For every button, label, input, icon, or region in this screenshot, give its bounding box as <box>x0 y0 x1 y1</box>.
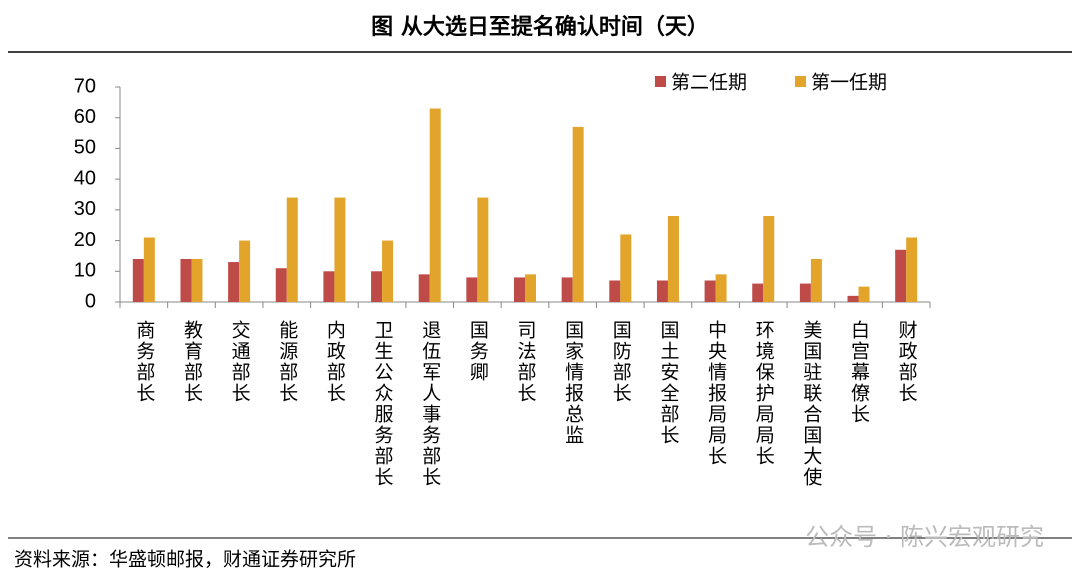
bar <box>847 295 859 302</box>
x-tick-label: 国土安全部长 <box>657 320 679 446</box>
bar <box>561 277 573 302</box>
y-tick-label: 0 <box>85 290 96 312</box>
y-tick-label: 40 <box>74 167 96 189</box>
bar <box>191 259 203 302</box>
bar <box>477 197 489 302</box>
bar <box>609 280 621 302</box>
bar <box>143 237 155 302</box>
x-tick-label: 国防部长 <box>610 320 632 404</box>
bar <box>572 126 584 302</box>
bar <box>858 286 870 302</box>
source: 资料来源：华盛顿邮报，财通证券研究所 <box>14 549 356 571</box>
bar <box>620 234 632 302</box>
x-tick-label: 退伍军人事务部长 <box>419 320 441 488</box>
x-tick-label: 能源部长 <box>276 320 298 404</box>
x-tick-label: 白宫幕僚长 <box>848 320 870 425</box>
bar <box>752 283 764 302</box>
x-tick-label: 内政部长 <box>324 320 346 404</box>
x-tick-label: 商务部长 <box>133 320 155 404</box>
legend-label: 第一任期 <box>811 72 887 94</box>
x-tick-label: 教育部长 <box>181 320 203 404</box>
legend-swatch <box>795 76 806 87</box>
bar <box>180 259 192 302</box>
y-tick-label: 50 <box>74 137 96 159</box>
bar <box>810 259 822 302</box>
x-tick-label: 中央情报局局长 <box>705 320 727 467</box>
bar <box>763 216 775 302</box>
x-tick-label: 环境保护局局长 <box>753 320 775 467</box>
x-tick-label: 卫生公众服务部长 <box>372 320 394 488</box>
bar <box>525 274 536 302</box>
y-tick-label: 30 <box>74 198 96 220</box>
bar <box>799 283 811 302</box>
bar <box>371 271 383 302</box>
x-tick-label: 司法部长 <box>515 320 537 404</box>
bar <box>334 197 346 302</box>
x-tick-label: 美国驻联合国大使 <box>800 320 822 488</box>
bar <box>906 237 918 302</box>
bar <box>429 108 441 302</box>
bar <box>382 240 394 302</box>
legend-label: 第二任期 <box>671 72 747 94</box>
legend-swatch <box>655 76 666 87</box>
y-tick-label: 20 <box>74 229 96 251</box>
x-tick-label: 财政部长 <box>896 320 918 404</box>
bar <box>132 259 144 302</box>
y-tick-label: 60 <box>74 106 96 128</box>
bar <box>704 280 716 302</box>
x-tick-label: 国务卿 <box>467 320 489 383</box>
y-tick-label: 70 <box>74 75 96 97</box>
bar <box>667 216 679 302</box>
bar <box>323 271 335 302</box>
watermark: 公众号 · 陈兴宏观研究 <box>805 523 1044 551</box>
bar <box>466 277 478 302</box>
chart-title: 图 从大选日至提名确认时间（天） <box>371 14 709 40</box>
bar <box>715 274 727 302</box>
bar <box>239 240 251 302</box>
bar <box>895 249 907 302</box>
x-tick-label: 国家情报总监 <box>562 320 584 446</box>
y-tick-label: 10 <box>74 260 96 282</box>
bar <box>228 262 240 302</box>
bar <box>514 277 525 302</box>
bar <box>656 280 668 302</box>
bar <box>418 274 430 302</box>
bar <box>286 197 298 302</box>
x-tick-label: 交通部长 <box>229 320 251 404</box>
bar <box>275 268 287 302</box>
